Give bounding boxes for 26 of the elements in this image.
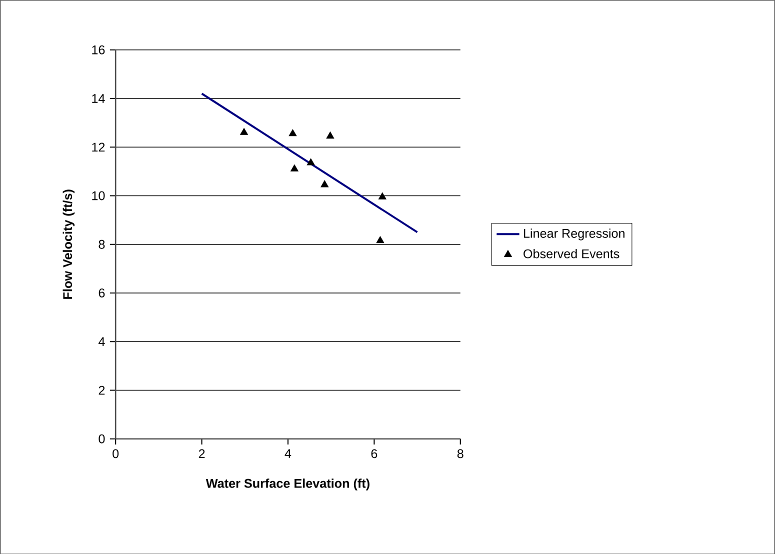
- y-axis-title: Flow Velocity (ft/s): [62, 189, 75, 299]
- y-tick-label: 2: [98, 386, 105, 394]
- y-tick-label: 8: [98, 240, 105, 249]
- y-tick-label: 0: [98, 434, 105, 444]
- point: [320, 180, 329, 187]
- point: [326, 131, 334, 138]
- x-tick-label: 6: [371, 448, 378, 458]
- x-tick-label: 4: [284, 448, 292, 458]
- y-tick-label: 14: [92, 94, 105, 103]
- point: [290, 164, 298, 172]
- y-tick-label: 10: [92, 191, 105, 200]
- legend-label: Linear Regression: [524, 228, 624, 240]
- y-tick-label: 6: [98, 288, 105, 298]
- x-axis-title: Water Surface Elevation (ft): [206, 478, 370, 490]
- point: [378, 192, 386, 200]
- point: [306, 158, 315, 166]
- point: [240, 128, 248, 135]
- x-tick-label: 8: [457, 448, 464, 458]
- legend-label: Observed Events: [524, 248, 620, 258]
- x-tick-label: 2: [198, 448, 205, 458]
- y-tick-label: 16: [92, 45, 105, 54]
- point: [288, 129, 297, 136]
- y-tick-label: 4: [98, 337, 105, 346]
- y-tick-label: 12: [92, 142, 105, 152]
- x-tick-label: 0: [112, 448, 119, 458]
- point: [376, 236, 384, 243]
